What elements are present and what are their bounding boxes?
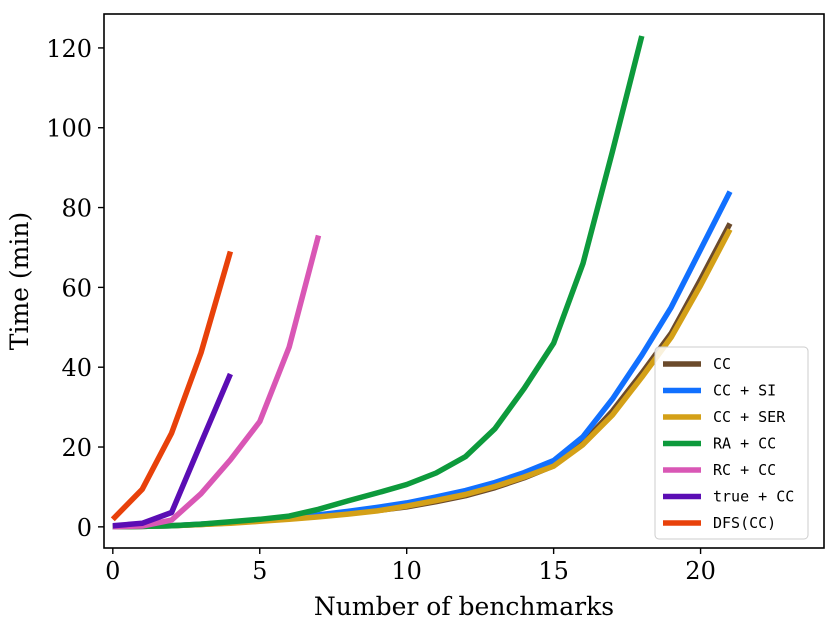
y-tick-label: 20 (61, 434, 92, 462)
series-line-3 (112, 35, 645, 530)
y-tick-label: 0 (77, 514, 92, 542)
x-tick-label: 20 (685, 557, 716, 585)
ticks-layer: 0 5 10 15 20 0 20 40 60 80 100 120 (46, 35, 716, 585)
legend-label-2: CC + SER (713, 408, 786, 426)
y-tick-label: 80 (61, 195, 92, 223)
series-line-5 (112, 372, 233, 529)
legend-box (654, 346, 809, 540)
x-tick-label: 0 (105, 557, 120, 585)
y-tick-label: 40 (61, 354, 92, 382)
legend-label-0: CC (713, 355, 731, 373)
x-tick-label: 15 (538, 557, 569, 585)
series-line-6 (110, 250, 234, 522)
legend: CC CC + SI CC + SER RA + CC RC + CC true + CC… (654, 346, 809, 540)
legend-label-1: CC + SI (713, 382, 776, 400)
legend-label-3: RA + CC (713, 435, 776, 453)
x-tick-label: 10 (391, 557, 422, 585)
legend-label-5: true + CC (713, 488, 794, 506)
y-tick-label: 60 (61, 274, 92, 302)
legend-label-6: DFS(CC) (713, 514, 776, 532)
legend-label-4: RC + CC (713, 461, 776, 479)
x-tick-label: 5 (252, 557, 267, 585)
x-axis-label: Number of benchmarks (314, 592, 614, 621)
series-line-4 (112, 234, 322, 530)
plot-frame (103, 13, 825, 549)
y-tick-label: 100 (46, 115, 92, 143)
y-axis-label: Time (min) (5, 212, 34, 350)
y-tick-label: 120 (46, 35, 92, 63)
series-layer (110, 35, 733, 530)
